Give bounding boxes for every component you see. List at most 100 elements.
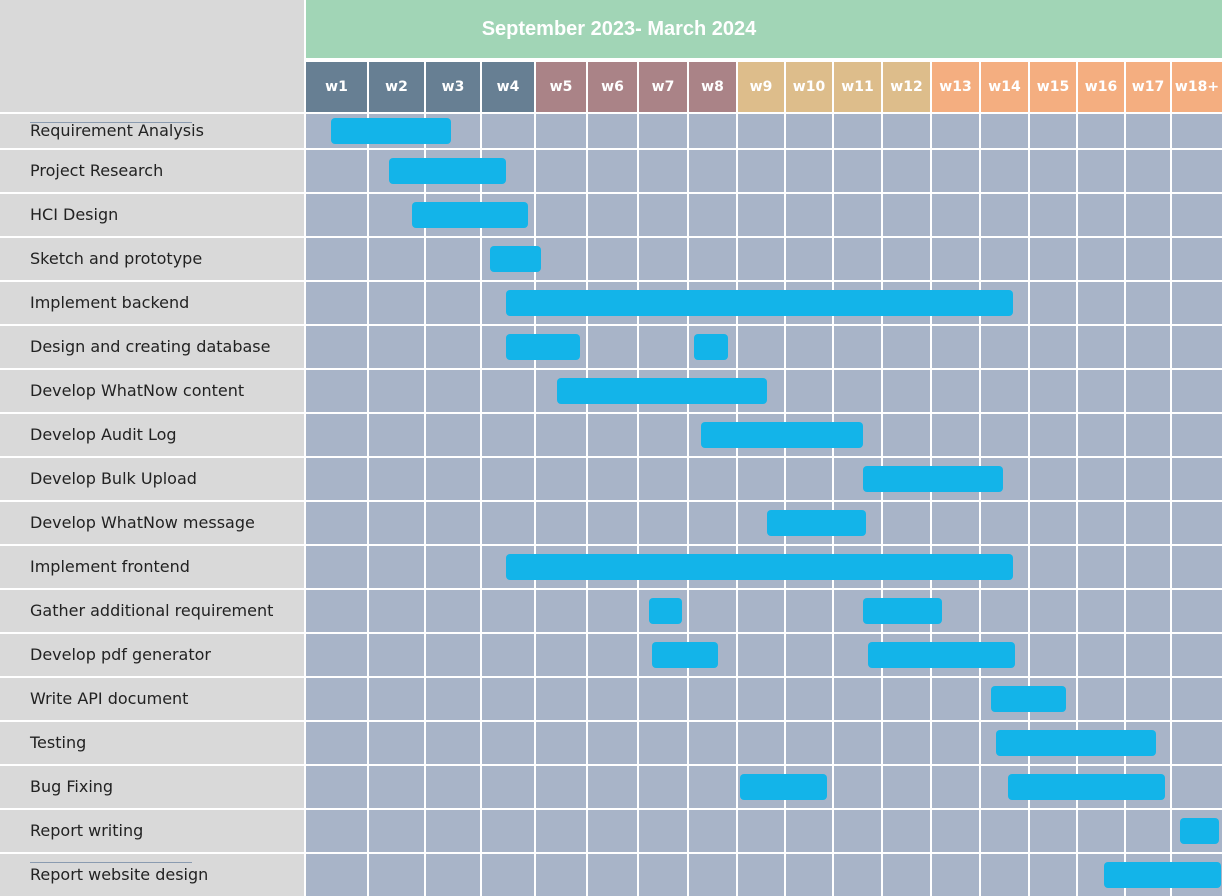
label-underline-last <box>30 862 192 863</box>
week-header-w2: w2 <box>369 62 424 112</box>
grid-cell <box>369 766 424 808</box>
task-row-label-cell: Report website design <box>0 854 304 896</box>
grid-cell <box>639 766 687 808</box>
task-label: Gather additional requirement <box>30 601 274 620</box>
grid-cell <box>639 722 687 764</box>
grid-cell <box>482 414 534 456</box>
grid-cell <box>932 810 979 852</box>
grid-cell <box>426 766 480 808</box>
grid-cell <box>639 414 687 456</box>
grid-cell <box>1030 634 1076 676</box>
grid-cell <box>536 502 586 544</box>
grid-cell <box>738 590 784 632</box>
grid-cell <box>834 854 881 896</box>
grid-cell <box>1172 150 1222 192</box>
grid-cell <box>786 634 832 676</box>
grid-cell <box>1126 282 1170 324</box>
grid-cell <box>1126 150 1170 192</box>
grid-cell <box>932 502 979 544</box>
grid-cell <box>1126 114 1170 148</box>
grid-cell <box>883 194 930 236</box>
grid-cell <box>1078 282 1124 324</box>
grid-cell <box>786 326 832 368</box>
grid-cell <box>883 414 930 456</box>
grid-cell <box>426 590 480 632</box>
grid-cell <box>588 114 637 148</box>
grid-cell <box>689 590 736 632</box>
grid-cell <box>689 150 736 192</box>
grid-cell <box>689 194 736 236</box>
task-row-label-cell: Implement frontend <box>0 546 304 588</box>
week-header-w13: w13 <box>932 62 979 112</box>
grid-cell <box>834 370 881 412</box>
grid-cell <box>834 238 881 280</box>
grid-cell <box>834 722 881 764</box>
week-header-w14: w14 <box>981 62 1028 112</box>
task-row-label-cell: Implement backend <box>0 282 304 324</box>
grid-cell <box>981 810 1028 852</box>
week-header-w12: w12 <box>883 62 930 112</box>
grid-cell <box>932 326 979 368</box>
grid-cell <box>738 194 784 236</box>
grid-cell <box>1078 502 1124 544</box>
task-row-label-cell: Testing <box>0 722 304 764</box>
grid-cell <box>482 854 534 896</box>
task-row-label-cell: Requirement Analysis <box>0 114 304 148</box>
task-bar <box>863 466 1004 492</box>
grid-cell <box>786 810 832 852</box>
grid-cell <box>369 678 424 720</box>
week-header-w1: w1 <box>306 62 367 112</box>
grid-cell <box>588 678 637 720</box>
grid-cell <box>369 722 424 764</box>
grid-cell <box>738 854 784 896</box>
task-row-label-cell: HCI Design <box>0 194 304 236</box>
grid-cell <box>426 370 480 412</box>
grid-cell <box>932 194 979 236</box>
grid-cell <box>932 854 979 896</box>
grid-cell <box>639 678 687 720</box>
grid-cell <box>536 238 586 280</box>
grid-cell <box>738 722 784 764</box>
grid-cell <box>834 810 881 852</box>
grid-cell <box>883 238 930 280</box>
grid-cell <box>932 370 979 412</box>
grid-cell <box>369 370 424 412</box>
grid-cell <box>1078 634 1124 676</box>
grid-cell <box>981 238 1028 280</box>
grid-cell <box>1078 114 1124 148</box>
grid-cell <box>1078 546 1124 588</box>
grid-cell <box>834 114 881 148</box>
task-bar <box>1179 818 1219 844</box>
chart-title: September 2023- March 2024 <box>481 18 757 40</box>
grid-cell <box>981 854 1028 896</box>
grid-cell <box>588 326 637 368</box>
task-bar <box>990 686 1066 712</box>
week-header-w4: w4 <box>482 62 534 112</box>
task-label: Develop WhatNow content <box>30 381 245 400</box>
grid-cell <box>1172 194 1222 236</box>
task-label: Report writing <box>30 821 144 840</box>
grid-cell <box>883 766 930 808</box>
task-label: Write API document <box>30 689 189 708</box>
grid-cell <box>1030 194 1076 236</box>
grid-cell <box>588 194 637 236</box>
grid-cell <box>306 590 367 632</box>
grid-cell <box>639 194 687 236</box>
grid-cell <box>738 150 784 192</box>
task-row-label-cell: Develop WhatNow message <box>0 502 304 544</box>
grid-cell <box>932 722 979 764</box>
week-header-w8: w8 <box>689 62 736 112</box>
task-bar <box>506 290 1013 316</box>
grid-cell <box>426 326 480 368</box>
task-bar <box>863 598 942 624</box>
grid-cell <box>306 282 367 324</box>
week-header-w5: w5 <box>536 62 586 112</box>
grid-cell <box>1078 414 1124 456</box>
grid-cell <box>306 678 367 720</box>
grid-cell <box>1126 678 1170 720</box>
grid-cell <box>306 546 367 588</box>
grid-cell <box>306 414 367 456</box>
task-bar <box>490 246 542 272</box>
grid-cell <box>536 590 586 632</box>
